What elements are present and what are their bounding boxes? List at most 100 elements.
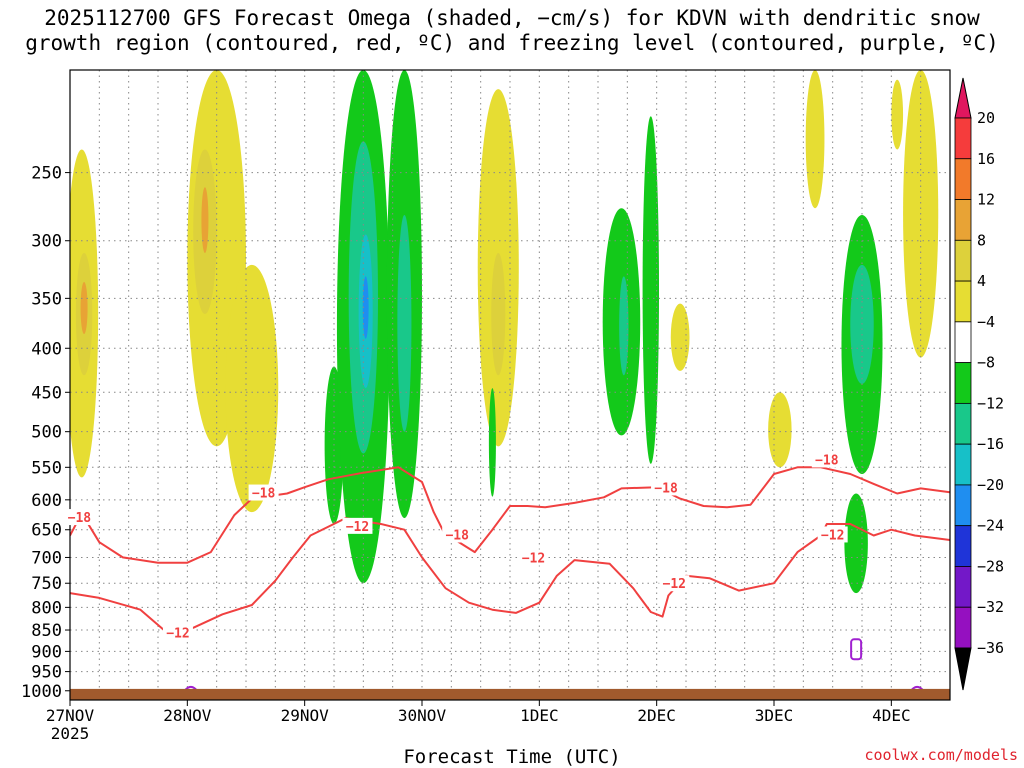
x-tick-label-1: 28NOV xyxy=(163,706,212,725)
contour-label-bg-1-1 xyxy=(342,517,373,534)
omega-region-16 xyxy=(488,388,496,497)
contour-label-0-3: −18 xyxy=(654,481,678,496)
plot-frame xyxy=(69,69,951,701)
omega-region-18 xyxy=(642,116,660,464)
omega-region-13 xyxy=(397,214,412,432)
contour-label-bg-1-0 xyxy=(162,624,193,641)
colorbar-label-7: −12 xyxy=(977,394,1004,412)
colorbar-box-9 xyxy=(954,484,972,527)
contour-label-bg-0-2 xyxy=(442,526,473,543)
y-tick-label-400: 400 xyxy=(31,339,62,359)
colorbar-label-10: −24 xyxy=(977,517,1004,535)
contour-label-0-2: −18 xyxy=(445,528,469,543)
x-axis-label: Forecast Time (UTC) xyxy=(403,746,621,768)
colorbar-box-11 xyxy=(954,566,972,608)
colorbar-box-2 xyxy=(954,199,972,241)
dgz-contour-0 xyxy=(70,466,950,564)
y-tick-label-250: 250 xyxy=(31,164,62,184)
contour-label-bg-0-3 xyxy=(651,479,682,496)
colorbar-bottom-arrow xyxy=(954,647,972,691)
x-tick-label-3: 30NOV xyxy=(398,706,447,725)
y-tick-label-800: 800 xyxy=(31,598,62,618)
colorbar-label-12: −32 xyxy=(977,598,1004,616)
credit-text: coolwx.com/models xyxy=(864,746,1018,764)
x-tick-label-5: 2DEC xyxy=(637,706,676,725)
y-tick-label-750: 750 xyxy=(31,574,62,594)
omega-region-25 xyxy=(805,70,825,209)
y-tick-label-950: 950 xyxy=(31,663,62,683)
contour-label-bg-1-4 xyxy=(817,526,848,543)
x-tick-year-label: 2025 xyxy=(51,724,90,743)
colorbar-box-7 xyxy=(954,402,972,445)
colorbar: 20 16 12 8 4 −4 −8 −12 −16 −20 −24 −28 −32 −36 xyxy=(954,77,1004,691)
contour-label-bg-0-4 xyxy=(811,451,842,468)
colorbar-label-0: 20 xyxy=(977,109,995,127)
gridlines xyxy=(70,70,950,700)
colorbar-box-4 xyxy=(954,280,972,323)
omega-region-11 xyxy=(362,276,369,339)
contour-label-1-1: −12 xyxy=(346,520,369,535)
contour-label-1-4: −12 xyxy=(821,528,844,543)
colorbar-label-5: −4 xyxy=(977,313,995,331)
x-tick-label-6: 3DEC xyxy=(755,706,794,725)
y-tick-label-450: 450 xyxy=(31,383,62,403)
omega-region-27 xyxy=(891,79,904,150)
surface-terrain xyxy=(70,688,950,700)
dgz-contour-1 xyxy=(70,517,950,631)
y-tick-label-600: 600 xyxy=(31,491,62,511)
y-tick-label-350: 350 xyxy=(31,289,62,309)
omega-region-24 xyxy=(844,493,868,594)
contour-label-bg-1-2 xyxy=(518,549,549,566)
colorbar-box-12 xyxy=(954,606,972,649)
colorbar-box-8 xyxy=(954,443,972,486)
x-tick-label-4: 1DEC xyxy=(520,706,559,725)
y-tick-label-700: 700 xyxy=(31,548,62,568)
colorbar-box-0 xyxy=(954,117,972,160)
colorbar-box-6 xyxy=(954,362,972,404)
omega-region-15 xyxy=(491,252,506,376)
chart-title-line-2: growth region (contoured, red, ºC) and f… xyxy=(25,31,999,55)
y-tick-label-900: 900 xyxy=(31,642,62,662)
x-tick-label-7: 4DEC xyxy=(872,706,911,725)
contour-label-1-0: −12 xyxy=(166,627,189,642)
omega-shading-layer xyxy=(70,70,939,594)
contour-label-bg-0-1 xyxy=(248,484,279,501)
x-tick-label-2: 29NOV xyxy=(281,706,330,725)
omega-region-21 xyxy=(768,392,792,468)
y-tick-label-850: 850 xyxy=(31,621,62,641)
contour-label-bg-1-3 xyxy=(659,575,690,592)
colorbar-label-13: −36 xyxy=(977,639,1004,657)
contour-label-1-2: −12 xyxy=(522,552,545,567)
y-tick-label-300: 300 xyxy=(31,232,62,252)
colorbar-top-arrow xyxy=(954,77,972,119)
chart-title-line-1: 2025112700 GFS Forecast Omega (shaded, −… xyxy=(44,6,980,30)
colorbar-label-11: −28 xyxy=(977,557,1004,575)
colorbar-box-10 xyxy=(954,525,972,567)
colorbar-label-6: −8 xyxy=(977,354,995,372)
colorbar-label-4: 4 xyxy=(977,272,986,290)
omega-region-5 xyxy=(201,187,209,253)
contour-label-bg-0-0 xyxy=(64,509,95,526)
contour-label-1-3: −12 xyxy=(663,577,686,592)
colorbar-label-2: 12 xyxy=(977,191,995,209)
colorbar-label-9: −20 xyxy=(977,476,1004,494)
x-axis: 27NOV 28NOV 29NOV 30NOV 1DEC 2DEC 3DEC 4DEC 2025 xyxy=(46,700,911,743)
colorbar-label-3: 8 xyxy=(977,231,986,249)
y-axis: 2503003504004505005506006507007508008509… xyxy=(21,164,70,702)
contour-labels: −18 −18 −18 −18 −18 −12 −12 −12 −12 −12 xyxy=(64,451,848,642)
colorbar-box-5 xyxy=(954,321,972,364)
colorbar-label-8: −16 xyxy=(977,435,1004,453)
contour-label-0-4: −18 xyxy=(815,453,839,468)
freezing-level-loop-2 xyxy=(850,638,863,661)
colorbar-label-1: 16 xyxy=(977,150,995,168)
omega-region-2 xyxy=(80,281,88,334)
omega-region-19 xyxy=(619,276,629,376)
colorbar-box-3 xyxy=(954,239,972,282)
y-tick-label-650: 650 xyxy=(31,521,62,541)
colorbar-box-1 xyxy=(954,158,972,200)
y-tick-label-550: 550 xyxy=(31,458,62,478)
y-tick-label-500: 500 xyxy=(31,423,62,443)
contour-label-0-1: −18 xyxy=(252,487,276,502)
x-tick-label-0: 27NOV xyxy=(46,706,95,725)
